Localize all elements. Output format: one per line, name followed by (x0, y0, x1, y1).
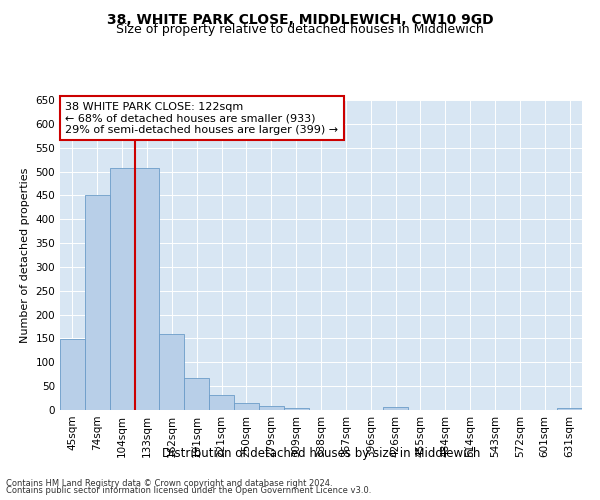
Bar (184, 378, 209, 410)
Bar (134, 168, 160, 410)
Text: Size of property relative to detached houses in Middlewich: Size of property relative to detached ho… (116, 22, 484, 36)
Text: Contains public sector information licensed under the Open Government Licence v3: Contains public sector information licen… (6, 486, 371, 495)
Bar (85, 196, 110, 410)
Text: 38 WHITE PARK CLOSE: 122sqm
← 68% of detached houses are smaller (933)
29% of se: 38 WHITE PARK CLOSE: 122sqm ← 68% of det… (65, 102, 338, 134)
Bar (284, 408, 308, 410)
Bar (110, 168, 134, 410)
Bar (209, 394, 234, 410)
Text: Contains HM Land Registry data © Crown copyright and database right 2024.: Contains HM Land Registry data © Crown c… (6, 478, 332, 488)
Bar (557, 408, 582, 410)
Y-axis label: Number of detached properties: Number of detached properties (20, 168, 30, 342)
Text: Distribution of detached houses by size in Middlewich: Distribution of detached houses by size … (162, 448, 480, 460)
Text: 38, WHITE PARK CLOSE, MIDDLEWICH, CW10 9GD: 38, WHITE PARK CLOSE, MIDDLEWICH, CW10 9… (107, 12, 493, 26)
Bar (383, 407, 408, 410)
Bar (60, 340, 85, 410)
Bar (160, 334, 184, 410)
Bar (259, 406, 284, 410)
Bar (234, 404, 259, 410)
